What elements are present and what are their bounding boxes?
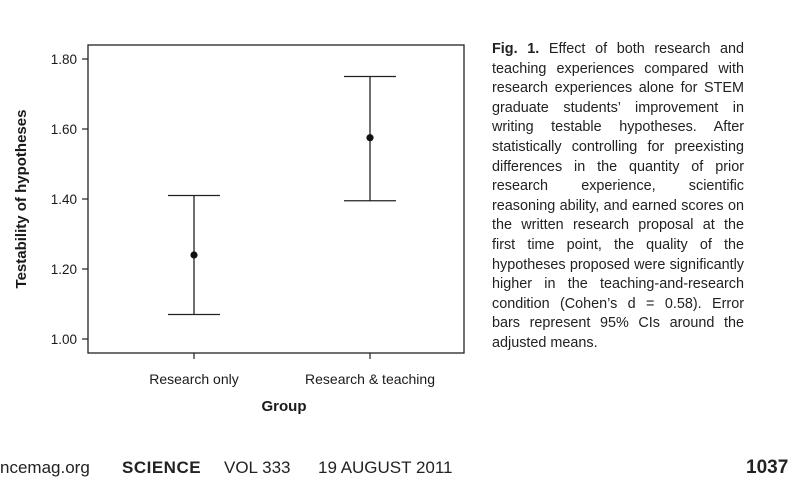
plot-frame [87,44,465,354]
error-bar-chart: 1.001.201.401.601.80 Research only Resear… [13,44,465,415]
x-axis: Research only Research & teaching [149,353,435,387]
x-tick-label: Research & teaching [305,371,435,387]
mean-point [190,251,198,259]
footer-volume: VOL 333 [224,458,291,477]
y-tick-label: 1.40 [51,192,77,207]
y-tick-label: 1.80 [51,52,77,67]
chart-marks [168,75,396,316]
y-tick-label: 1.60 [51,122,77,137]
footer-page-number: 1037 [746,457,789,478]
footer-site: ncemag.org [0,458,90,477]
x-axis-label: Group [262,398,307,415]
y-tick-label: 1.00 [51,332,77,347]
mean-point [366,134,374,142]
caption-text: Effect of both research and teaching exp… [492,41,745,351]
footer-journal: SCIENCE [122,458,202,477]
caption-label: Fig. 1. [492,41,540,57]
page-footer: ncemag.org SCIENCE VOL 333 19 AUGUST 201… [0,454,812,482]
x-tick-label: Research only [149,371,239,387]
y-axis: 1.00 1.20 1.40 1.60 1.80 [51,52,88,347]
figure-caption: Fig. 1. Effect of both research and teac… [492,40,744,354]
footer-date: 19 AUGUST 2011 [318,458,453,477]
y-axis-label: Testability of hypotheses [13,110,30,289]
y-tick-label: 1.20 [51,262,77,277]
